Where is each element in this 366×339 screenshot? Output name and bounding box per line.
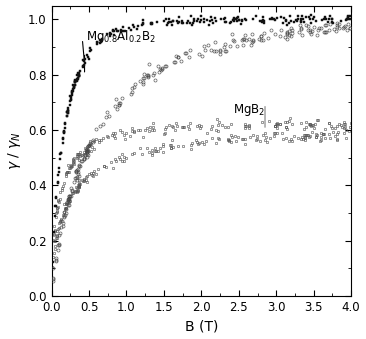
Text: Mg$_{0.8}$Al$_{0.2}$B$_2$: Mg$_{0.8}$Al$_{0.2}$B$_2$	[86, 28, 156, 45]
Y-axis label: $\gamma$ / $\gamma_N$: $\gamma$ / $\gamma_N$	[5, 131, 23, 170]
X-axis label: B (T): B (T)	[185, 319, 218, 334]
Text: MgB$_2$: MgB$_2$	[233, 102, 265, 118]
